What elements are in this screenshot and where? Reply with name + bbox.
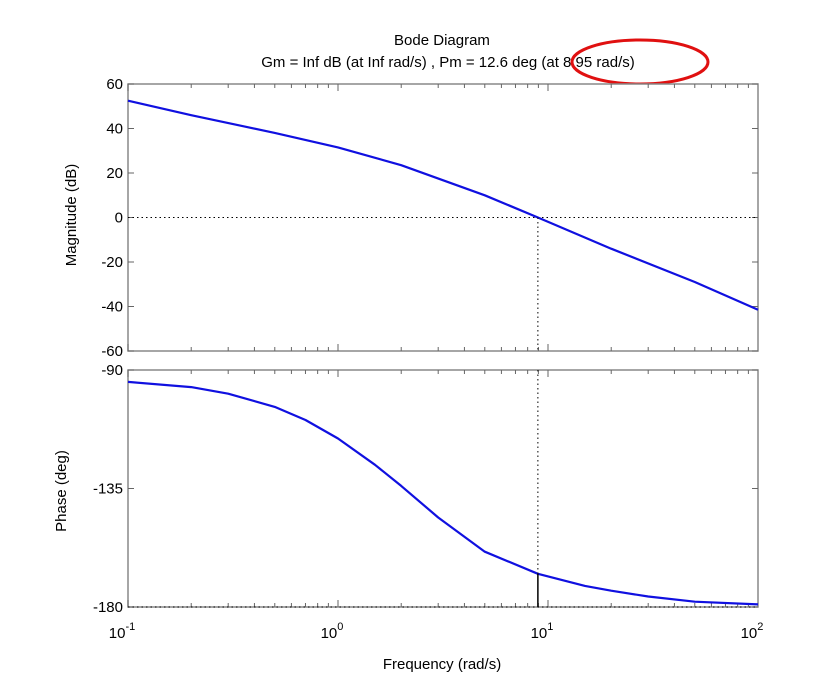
phase-ytick-label: -180 (93, 599, 123, 616)
tick-base: 10 (109, 625, 126, 642)
phase-ytick-label: -135 (93, 481, 123, 498)
frequency-tick-label: 101 (531, 621, 554, 642)
tick-exponent: 2 (757, 621, 763, 633)
magnitude-ytick-label: -40 (101, 299, 123, 316)
magnitude-ytick-label: 0 (115, 210, 123, 227)
frequency-tick-label: 100 (321, 621, 344, 642)
tick-exponent: -1 (125, 621, 135, 633)
magnitude-ytick-label: 60 (106, 76, 123, 93)
magnitude-ylabel: Magnitude (dB) (63, 164, 80, 267)
phase-ytick-label: -90 (101, 362, 123, 379)
frequency-xlabel: Frequency (rad/s) (383, 656, 501, 673)
magnitude-ytick-label: -20 (101, 254, 123, 271)
tick-base: 10 (531, 625, 548, 642)
magnitude-axes: 60 40 20 0 -20 -40 -60 (101, 76, 759, 360)
phase-ylabel: Phase (deg) (53, 450, 70, 532)
chart-title: Bode Diagram (394, 32, 490, 49)
phase-frame (127, 369, 759, 608)
magnitude-ytick-label: 40 (106, 121, 123, 138)
tick-base: 10 (321, 625, 338, 642)
phase-axes: -90 -135 -180 (93, 362, 759, 616)
subtitle-crossover: (at 8.95 rad/s) (541, 54, 634, 71)
magnitude-series-line (127, 99, 759, 311)
chart-subtitle: Gm = Inf dB (at Inf rad/s) , Pm = 12.6 d… (261, 54, 635, 71)
frequency-axis: 10-1 100 101 102 (109, 621, 764, 642)
frequency-tick-label: 10-1 (109, 621, 135, 642)
frequency-tick-label: 102 (741, 621, 764, 642)
magnitude-ytick-label: 20 (106, 165, 123, 182)
tick-exponent: 1 (547, 621, 553, 633)
magnitude-ytick-label: -60 (101, 343, 123, 360)
subtitle-margins: Gm = Inf dB (at Inf rad/s) , Pm = 12.6 d… (261, 54, 541, 71)
tick-exponent: 0 (337, 621, 343, 633)
phase-series-line (127, 380, 759, 606)
tick-base: 10 (741, 625, 758, 642)
